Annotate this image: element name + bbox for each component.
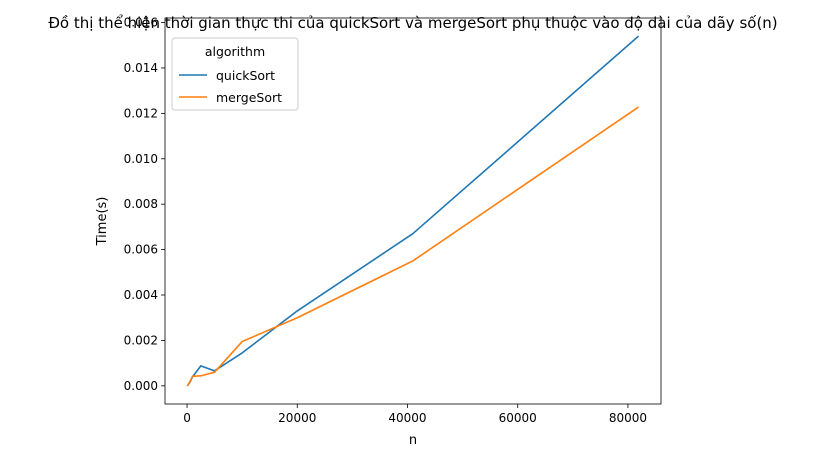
- x-tick-label: 80000: [609, 411, 647, 425]
- y-tick-label: 0.006: [124, 243, 158, 257]
- x-tick-label: 20000: [278, 411, 316, 425]
- series-line-mergesort: [186, 106, 639, 387]
- x-axis: 0 20000 40000 60000 80000: [183, 404, 647, 425]
- legend-title: algorithm: [205, 44, 265, 59]
- y-axis: 0.000 0.002 0.004 0.006 0.008 0.010 0.012 0.014…: [124, 16, 165, 393]
- x-axis-label: n: [409, 433, 417, 448]
- y-tick-label: 0.012: [124, 106, 158, 120]
- y-tick-label: 0.016: [124, 16, 158, 30]
- legend-box: [171, 37, 299, 111]
- y-axis-label: Time(s): [95, 197, 110, 247]
- series-lines: [186, 35, 640, 387]
- legend: algorithm quickSort mergeSort: [171, 37, 299, 111]
- y-tick-label: 0.000: [124, 379, 158, 393]
- x-tick-label: 40000: [388, 411, 426, 425]
- chart-title: Đồ thị thể hiện thời gian thực thi của q…: [48, 14, 777, 32]
- y-tick-label: 0.014: [124, 61, 158, 75]
- x-tick-label: 0: [183, 411, 191, 425]
- legend-label-quicksort: quickSort: [216, 68, 275, 83]
- y-tick-label: 0.008: [124, 197, 158, 211]
- x-tick-label: 60000: [499, 411, 537, 425]
- legend-label-mergesort: mergeSort: [216, 90, 282, 105]
- y-tick-label: 0.010: [124, 152, 158, 166]
- y-tick-label: 0.004: [124, 288, 158, 302]
- plot-area: [164, 17, 662, 405]
- y-tick-label: 0.002: [124, 333, 158, 347]
